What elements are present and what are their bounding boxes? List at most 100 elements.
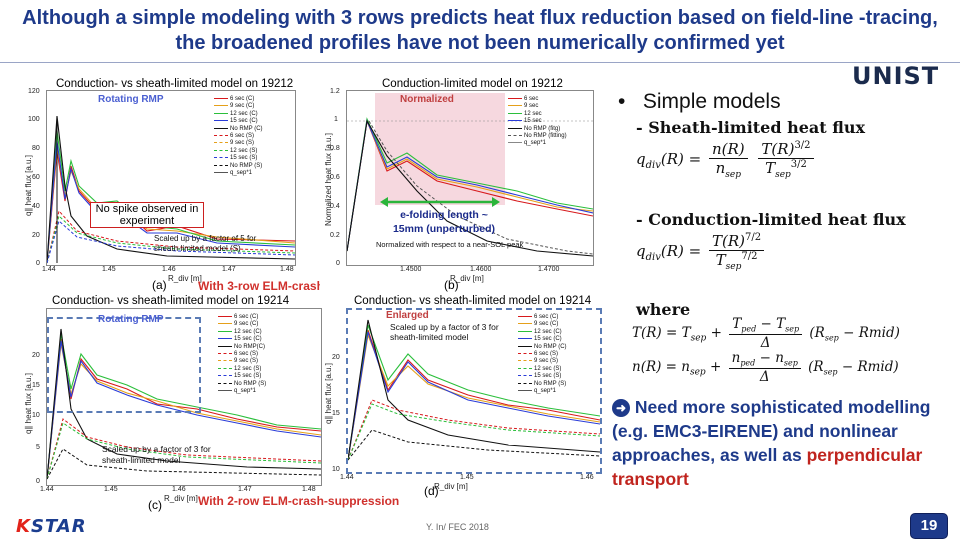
legend-entry: 15 sec (508, 118, 567, 125)
panel-c-axes (46, 308, 322, 486)
legend-entry: 9 sec (C) (214, 103, 263, 110)
legend-entry: 6 sec (C) (218, 314, 266, 321)
panel-d-label: (d) (424, 484, 439, 498)
legend-entry: No RMP (fitg) (508, 126, 567, 133)
y-tick: 20 (32, 352, 40, 359)
panel-c-tag: Rotating RMP (98, 314, 164, 325)
x-tick: 1.46 (172, 486, 186, 493)
legend-entry: 12 sec (C) (218, 329, 266, 336)
legend-entry: 15 sec (S) (218, 373, 266, 380)
legend-entry: 9 sec (508, 103, 567, 110)
simple-models-heading: Simple models (642, 90, 781, 113)
legend-entry: 6 sec (S) (218, 351, 266, 358)
legend-entry: 9 sec (S) (214, 140, 263, 147)
legend-entry: No RMP(C) (218, 344, 266, 351)
kstar-logo: KSTAR (16, 516, 87, 537)
x-tick: 1.46 (580, 474, 594, 481)
panel-c-title: Conduction- vs sheath-limited model on 1… (52, 295, 290, 307)
zoom-box (47, 317, 201, 413)
panel-c-xlabel: R_div [m] (164, 494, 198, 503)
y-tick: 0.6 (330, 174, 340, 181)
panel-c: Conduction- vs sheath-limited model on 1… (22, 294, 322, 514)
y-tick: 0.2 (330, 232, 340, 239)
y-tick: 1 (334, 116, 338, 123)
y-tick: 10 (32, 412, 40, 419)
panel-b-xlabel: R_div [m] (450, 274, 484, 283)
legend-entry: 9 sec (C) (218, 321, 266, 328)
y-tick: 80 (32, 145, 40, 152)
series-line (348, 399, 600, 461)
legend-entry: 6 sec (S) (214, 133, 263, 140)
x-tick: 1.45 (460, 474, 474, 481)
header-divider (0, 62, 960, 63)
panel-d-tag: Enlarged (386, 310, 429, 321)
panel-d-axes (346, 308, 602, 474)
y-tick: 15 (332, 410, 340, 417)
conduction-equation: qdiv(R) = T(R)7/2 Tsep7/2 (636, 232, 767, 272)
legend-entry: 15 sec (C) (214, 118, 263, 125)
legend-entry: 15 sec (C) (218, 336, 266, 343)
panel-a-tag: Rotating RMP (98, 94, 164, 105)
panel-a-ylabel: q∥ heat flux [a.u.] (24, 155, 33, 216)
panel-c-plot (47, 328, 321, 480)
two-row-label: With 2-row ELM-crash-suppression (198, 494, 400, 508)
series-line (348, 331, 600, 461)
footer-citation: Y. In/ FEC 2018 (426, 522, 489, 532)
panel-d-xlabel: R_div [m] (434, 482, 468, 491)
x-tick: 1.47 (222, 266, 236, 273)
y-tick: 5 (36, 444, 40, 451)
legend-entry: 15 sec (S) (214, 155, 263, 162)
panel-d-ylabel: q∥ heat flux [a.u.] (324, 363, 333, 424)
arrow-right-icon: ➜ (612, 399, 630, 418)
conclusion-main: Need more sophisticated modelling (e.g. … (612, 397, 931, 465)
legend-entry: q_sep*1 (508, 140, 567, 147)
efold-label: e-folding length ~ 15mm (unperturbed) (392, 209, 496, 235)
conclusion-highlight: perpendicular transport (612, 445, 923, 489)
x-tick: 1.46 (162, 266, 176, 273)
legend-entry: 12 sec (S) (218, 366, 266, 373)
panel-b-plot (347, 117, 593, 257)
y-tick: 15 (32, 382, 40, 389)
panel-d-title: Conduction- vs sheath-limited model on 1… (354, 295, 592, 307)
page-number: 19 (910, 513, 948, 539)
panel-d-legend: 6 sec (C) 9 sec (C) 12 sec (C) 15 sec (C… (518, 314, 567, 395)
y-tick: 40 (32, 203, 40, 210)
legend-entry: 6 sec (508, 96, 567, 103)
conduction-heading: - Conduction-limited heat flux (636, 210, 906, 229)
series-line (348, 329, 600, 461)
panel-c-label: (c) (148, 498, 162, 512)
legend-entry: 12 sec (C) (518, 329, 567, 336)
x-tick: 1.45 (104, 486, 118, 493)
y-tick: 1.2 (330, 88, 340, 95)
legend-entry: q_sep*1 (518, 388, 567, 395)
panel-c-ylabel: q∥ heat flux [a.u.] (24, 373, 33, 434)
x-tick: 1.44 (40, 486, 54, 493)
x-tick: 1.48 (302, 486, 316, 493)
panel-a-scaled-note: Scaled up by a factor of 5 for sheath-li… (154, 234, 257, 253)
legend-entry: 6 sec (C) (214, 96, 263, 103)
no-spike-note: No spike observed in experiment (90, 202, 204, 228)
conclusion-text: ➜ Need more sophisticated modelling (e.g… (612, 395, 952, 491)
panel-a-legend: 6 sec (C) 9 sec (C) 12 sec (C) 15 sec (C… (214, 96, 263, 177)
legend-entry: 12 sec (S) (214, 148, 263, 155)
y-tick: 20 (332, 354, 340, 361)
series-line (47, 418, 321, 480)
legend-entry: 15 sec (S) (518, 373, 567, 380)
legend-entry: No RMP (C) (518, 344, 567, 351)
x-tick: 1.45 (102, 266, 116, 273)
panel-a-plot (47, 115, 295, 264)
legend-entry: 9 sec (C) (518, 321, 567, 328)
series-line (47, 209, 295, 264)
x-tick: 1.47 (238, 486, 252, 493)
panel-d: Conduction- vs sheath-limited model on 1… (322, 294, 602, 498)
panel-b-title: Conduction-limited model on 19212 (382, 78, 563, 90)
legend-entry: 6 sec (S) (518, 351, 567, 358)
x-tick: 1.4700 (538, 266, 560, 273)
legend-entry: 15 sec (C) (518, 336, 567, 343)
x-tick: 1.44 (340, 474, 354, 481)
panel-a-xlabel: R_div [m] (168, 274, 202, 283)
series-line (348, 429, 600, 461)
y-tick: 60 (32, 174, 40, 181)
y-tick: 0.4 (330, 203, 340, 210)
efold-arrow (380, 197, 500, 207)
